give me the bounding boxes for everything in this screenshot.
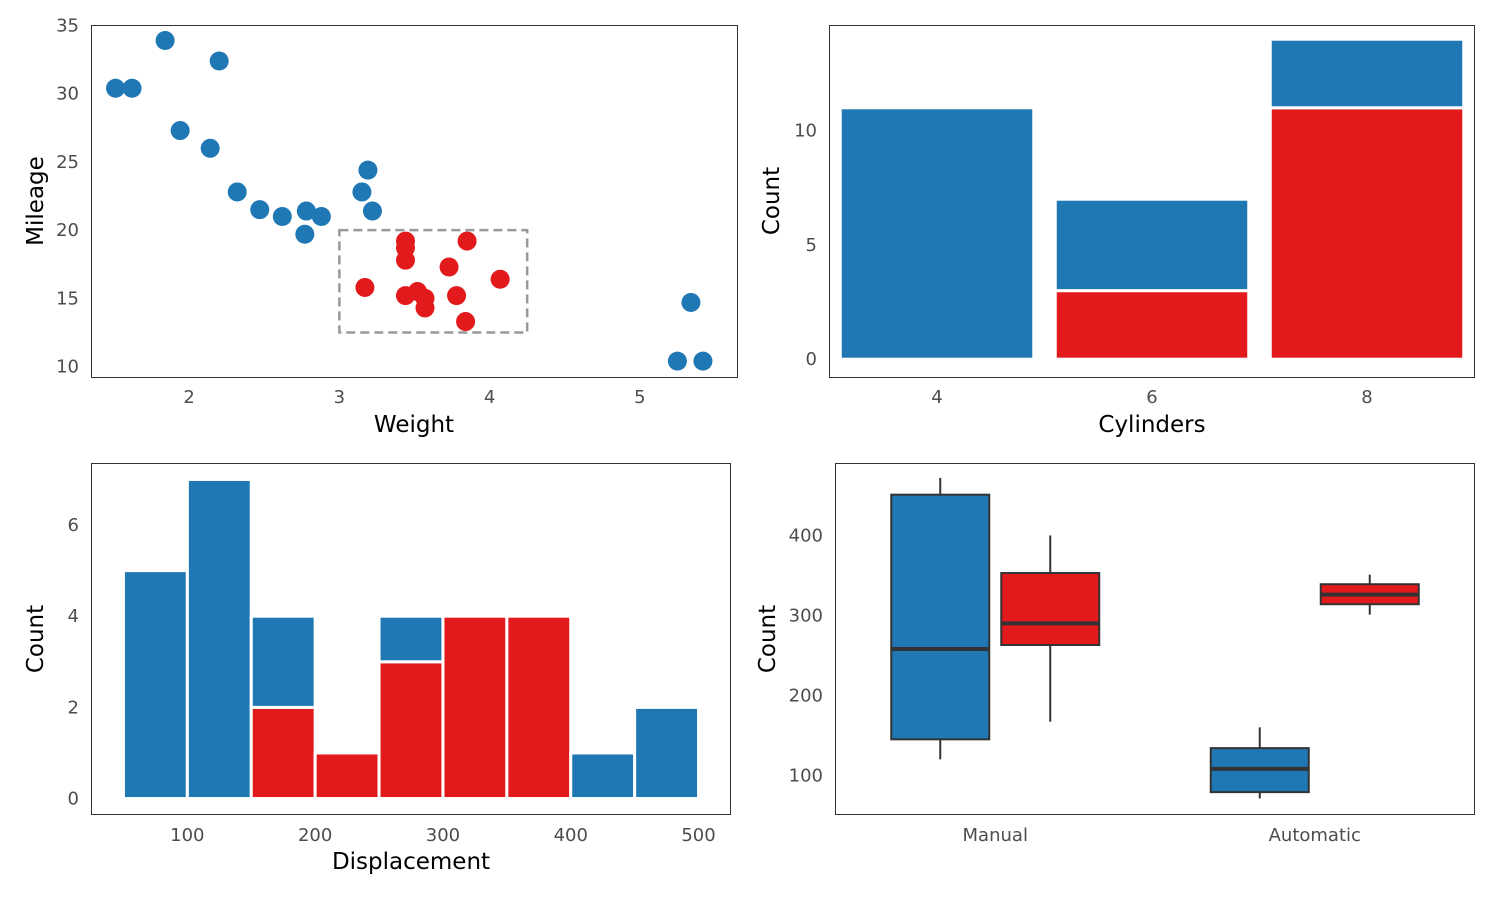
scatter-point-selected	[439, 257, 459, 277]
cylinders-y-tick-label: 5	[806, 235, 817, 256]
displacement-x-tick-label: 200	[298, 825, 332, 846]
boxplot-x-tick-label: Automatic	[1269, 825, 1361, 846]
cylinders-bar-segment	[838, 106, 1036, 361]
cylinders-bar-segment	[1268, 37, 1466, 110]
displacement-xlabel: Displacement	[332, 849, 490, 875]
scatter-point-unselected	[170, 121, 190, 141]
scatter-point-unselected	[250, 200, 270, 220]
scatter-point-unselected	[311, 207, 331, 227]
scatter-y-tick-label: 25	[56, 152, 79, 173]
scatter-y-tick-label: 10	[56, 357, 79, 378]
scatter-x-tick-label: 4	[484, 387, 495, 408]
cylinders-y-tick-label: 0	[806, 349, 817, 370]
displacement-plot-frame	[91, 463, 731, 815]
cylinders-x-tick-label: 8	[1361, 387, 1372, 408]
boxplot-y-tick-label: 100	[789, 765, 823, 786]
displacement-bar-segment	[121, 569, 189, 801]
cylinders-bar-segment	[1053, 197, 1251, 293]
displacement-y-tick-label: 4	[68, 606, 79, 627]
scatter-point-unselected	[200, 138, 220, 158]
scatter-point-unselected	[352, 182, 372, 202]
scatter-point-selected	[355, 277, 375, 297]
displacement-x-tick-label: 100	[170, 825, 204, 846]
scatter-point-selected	[456, 312, 476, 332]
scatter-y-tick-label: 20	[56, 220, 79, 241]
scatter-point-unselected	[362, 201, 382, 221]
cylinders-ylabel: Count	[759, 167, 785, 235]
cylinders-x-tick-label: 4	[931, 387, 942, 408]
scatter-x-tick-label: 2	[183, 387, 194, 408]
transmission-boxplot-panel: Manual Automatic 100 200 300 400 Count	[755, 463, 1475, 846]
displacement-bar-segment	[313, 751, 381, 801]
scatter-panel: 2 3 4 5 10 15 20 25 30 35 Weight Mileage	[23, 16, 738, 438]
scatter-point-unselected	[209, 51, 229, 71]
scatter-plot-frame	[91, 25, 738, 378]
displacement-ylabel: Count	[23, 605, 49, 673]
scatter-ylabel: Mileage	[23, 156, 49, 246]
boxplot-y-tick-label: 200	[789, 685, 823, 706]
scatter-point-selected	[457, 231, 477, 251]
scatter-point-unselected	[106, 78, 126, 98]
scatter-point-unselected	[272, 207, 292, 227]
box-iqr	[1000, 572, 1101, 646]
scatter-point-unselected	[122, 78, 142, 98]
cylinders-x-tick-label: 6	[1146, 387, 1157, 408]
scatter-point-selected	[447, 286, 467, 306]
displacement-bar-segment	[377, 614, 445, 664]
scatter-point-selected	[415, 298, 435, 318]
selection-brush-rectangle	[338, 228, 529, 334]
displacement-bar-segment	[441, 614, 509, 801]
boxplot-ylabel: Count	[755, 605, 781, 673]
displacement-bar-segment	[185, 477, 253, 801]
scatter-y-tick-label: 30	[56, 84, 79, 105]
displacement-y-tick-label: 2	[68, 697, 79, 718]
boxplot-y-tick-label: 400	[789, 525, 823, 546]
scatter-point-selected	[395, 250, 415, 270]
scatter-xlabel: Weight	[374, 412, 454, 438]
cylinders-bar-segment	[1053, 289, 1251, 361]
displacement-x-tick-label: 400	[554, 825, 588, 846]
cylinders-plot-frame	[829, 25, 1475, 378]
scatter-y-tick-label: 35	[56, 16, 79, 37]
cylinders-bar-panel: 4 6 8 0 5 10 Cylinders Count	[759, 25, 1475, 438]
scatter-point-selected	[395, 231, 415, 251]
displacement-bar-segment	[249, 705, 317, 801]
displacement-bar-segment	[505, 614, 573, 801]
displacement-x-tick-label: 500	[681, 825, 715, 846]
boxplot-y-tick-label: 300	[789, 605, 823, 626]
cylinders-y-tick-label: 10	[794, 121, 817, 142]
scatter-point-unselected	[155, 31, 175, 51]
displacement-bar-segment	[569, 751, 637, 801]
scatter-point-unselected	[295, 224, 315, 244]
displacement-bar-segment	[249, 614, 317, 709]
scatter-point-unselected	[296, 201, 316, 221]
displacement-bar-segment	[377, 660, 445, 801]
scatter-point-unselected	[681, 292, 701, 312]
displacement-bar-segment	[633, 705, 701, 801]
scatter-point-unselected	[227, 182, 247, 202]
scatter-point-unselected	[358, 160, 378, 180]
cylinders-xlabel: Cylinders	[1098, 412, 1205, 438]
scatter-point-unselected	[667, 351, 687, 371]
cylinders-bar-segment	[1268, 106, 1466, 361]
box-iqr	[890, 493, 991, 741]
boxplot-x-tick-label: Manual	[963, 825, 1028, 846]
scatter-point-selected	[490, 269, 510, 289]
scatter-point-unselected	[693, 351, 713, 371]
displacement-histogram-panel: 100 200 300 400 500 0 2 4 6 Displacement Count	[23, 463, 731, 875]
displacement-x-tick-label: 300	[426, 825, 460, 846]
scatter-x-tick-label: 5	[634, 387, 645, 408]
displacement-y-tick-label: 6	[68, 515, 79, 536]
boxplot-plot-frame	[835, 463, 1475, 815]
scatter-y-tick-label: 15	[56, 288, 79, 309]
scatter-x-tick-label: 3	[334, 387, 345, 408]
displacement-y-tick-label: 0	[68, 789, 79, 810]
